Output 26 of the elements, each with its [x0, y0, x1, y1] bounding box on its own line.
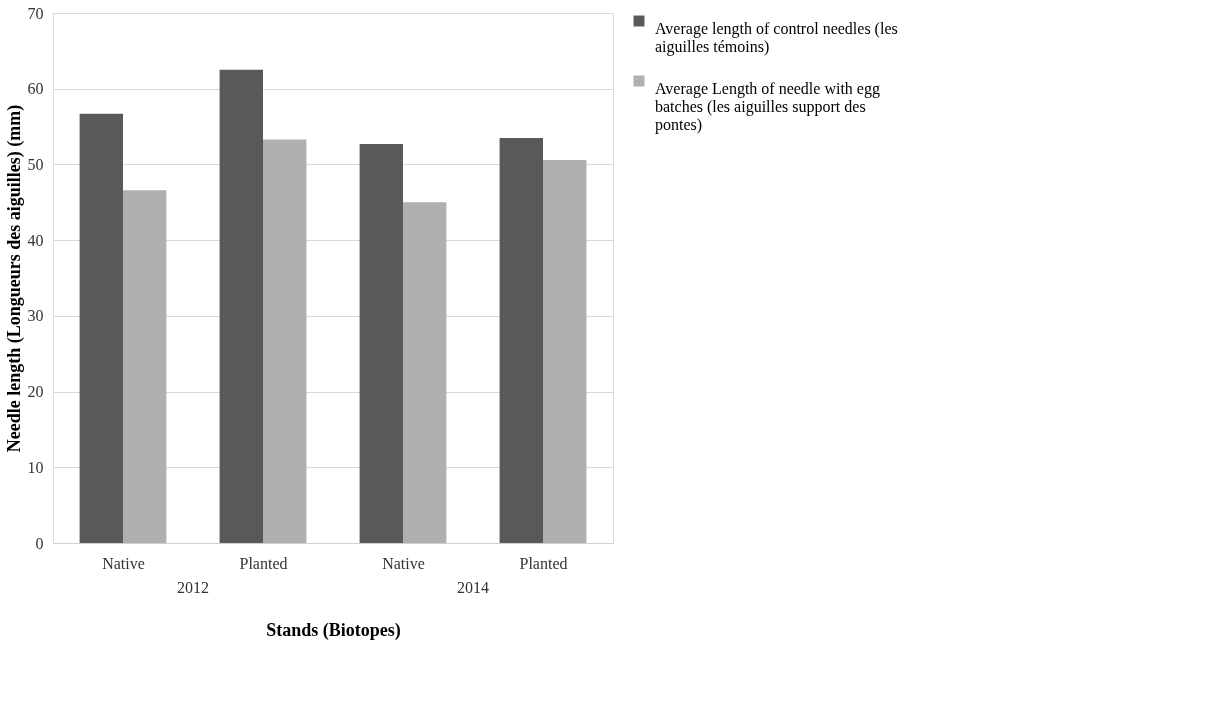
y-tick-label: 40 — [27, 231, 44, 249]
bar — [123, 190, 167, 543]
bar — [543, 159, 587, 543]
bar — [359, 143, 403, 543]
x-axis-title: Stands (Biotopes) — [266, 619, 401, 641]
bar — [263, 139, 307, 543]
bar — [79, 113, 123, 543]
text: 2012 — [177, 579, 209, 596]
x-tick-label: Planted — [239, 554, 288, 572]
y-tick-label: 50 — [27, 155, 44, 173]
text: 2014 — [457, 579, 489, 596]
bar — [403, 202, 447, 543]
x-tick-label: Planted — [519, 554, 568, 572]
legend-label: Average Length of needle with egg batches (les aiguilles support des pontes) — [655, 80, 880, 134]
x-tick-label: Native — [382, 554, 425, 572]
x-tick-label: Native — [102, 554, 145, 572]
y-tick-label: 60 — [27, 80, 44, 98]
y-tick-label: 20 — [27, 383, 44, 401]
y-tick-label: 10 — [27, 458, 44, 476]
y-tick-label: 30 — [27, 307, 44, 325]
bar — [219, 69, 263, 543]
y-tick-label: 0 — [35, 534, 44, 552]
legend-label: Average length of control needles (les aiguilles témoins) — [655, 20, 898, 56]
y-axis-title: Needle length (Longueurs des aiguilles) (mm) — [3, 104, 25, 453]
y-tick-label: 70 — [27, 4, 44, 22]
bar — [499, 137, 543, 543]
